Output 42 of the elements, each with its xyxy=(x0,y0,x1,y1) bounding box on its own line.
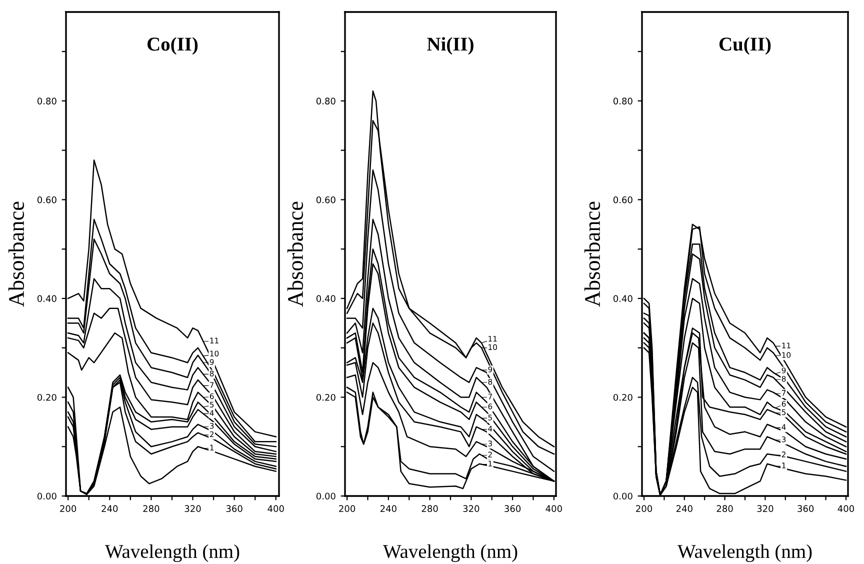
y-tick-label: 0.40 xyxy=(613,295,632,302)
x-tick-label: 400 xyxy=(546,505,562,512)
text: Ni(II) xyxy=(427,37,474,55)
y-tick-label: 0.80 xyxy=(37,98,56,104)
y-tick-label: 0.20 xyxy=(37,394,56,401)
y-axis-title: Absorbance xyxy=(584,202,600,307)
x-tick-label: 360 xyxy=(226,505,242,512)
y-tick-label: 0.60 xyxy=(613,196,632,204)
x-tick-label: 400 xyxy=(268,505,284,512)
x-tick-label: 360 xyxy=(798,505,814,512)
y-tick-label: 0.20 xyxy=(613,394,632,401)
x-tick-label: 280 xyxy=(143,505,160,512)
y-tick-label: 0.00 xyxy=(37,492,56,500)
y-tick-label: 0.00 xyxy=(613,492,632,500)
y-tick-label: 0.60 xyxy=(316,196,336,204)
x-axis-title: Wavelength (nm) xyxy=(104,544,240,562)
x-tick-label: 360 xyxy=(504,505,521,512)
x-tick-label: 320 xyxy=(463,505,480,512)
x-tick-label: 240 xyxy=(676,505,692,512)
y-tick-label: 0.80 xyxy=(613,98,632,104)
y-axis-title: Absorbance xyxy=(8,202,24,307)
y-tick-label: 0.60 xyxy=(37,196,56,204)
x-tick-label: 280 xyxy=(716,505,733,512)
x-tick-label: 400 xyxy=(838,505,854,512)
y-tick-label: 0.20 xyxy=(316,394,336,401)
y-tick-label: 0.80 xyxy=(316,98,336,104)
y-tick-label: 0.00 xyxy=(316,492,336,500)
x-tick-label: 280 xyxy=(422,505,438,512)
x-tick-label: 200 xyxy=(339,505,356,512)
x-axis-title: Wavelength (nm) xyxy=(382,544,518,562)
x-axis-title: Wavelength (nm) xyxy=(677,544,812,562)
y-tick-label: 0.40 xyxy=(37,295,56,302)
text: Co(II) xyxy=(148,37,198,55)
x-tick-label: 320 xyxy=(757,505,774,512)
x-tick-label: 200 xyxy=(636,505,652,512)
x-tick-label: 320 xyxy=(184,505,201,512)
text: Cu(II) xyxy=(719,37,771,55)
x-tick-label: 240 xyxy=(102,505,118,512)
x-tick-label: 240 xyxy=(380,505,396,512)
x-tick-label: 200 xyxy=(60,505,76,512)
y-axis-title: Absorbance xyxy=(287,202,304,307)
y-tick-label: 0.40 xyxy=(316,295,336,302)
